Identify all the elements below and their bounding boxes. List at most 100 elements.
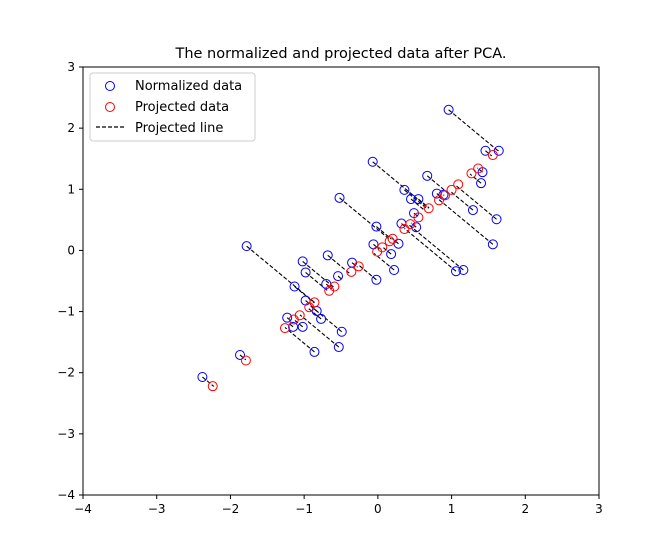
projected-line xyxy=(401,223,407,228)
y-tick-label: 0 xyxy=(67,243,75,257)
projected-point xyxy=(384,236,395,247)
normalized-point xyxy=(282,312,293,323)
projected-point xyxy=(434,195,445,206)
normalized-point xyxy=(406,194,417,205)
normalized-point xyxy=(371,221,382,232)
projected-line xyxy=(293,319,304,328)
legend-normalized-label: Normalized data xyxy=(135,79,242,94)
projected-line xyxy=(299,314,340,348)
projected-point xyxy=(240,355,251,366)
normalized-point xyxy=(371,274,382,285)
normalized-point xyxy=(241,241,252,252)
projected-line xyxy=(337,275,343,281)
projected-line xyxy=(307,307,322,320)
projected-point xyxy=(377,242,388,253)
normalized-point xyxy=(450,266,461,277)
y-tick-label: −1 xyxy=(57,305,75,319)
legend-projected-line-label: Projected line xyxy=(135,121,223,136)
y-tick-label: −2 xyxy=(57,366,75,380)
projected-line xyxy=(469,173,482,184)
normalized-point xyxy=(491,214,502,225)
projected-point xyxy=(309,297,320,308)
normalized-point xyxy=(300,267,311,278)
normalized-point xyxy=(334,192,345,203)
legend-projected-label: Projected data xyxy=(135,100,229,115)
projected-point xyxy=(487,150,498,161)
projected-point xyxy=(423,203,434,214)
projected-line xyxy=(284,327,315,353)
normalized-point xyxy=(480,145,491,156)
normalized-point xyxy=(336,326,347,337)
projected-line xyxy=(410,222,417,228)
normalized-point xyxy=(333,271,344,282)
projected-line xyxy=(413,212,419,218)
projected-line xyxy=(485,150,493,157)
axis-ticks: −4 −3 −2 −1 0 1 2 3 −4 −3 −2 −1 0 1 2 3 xyxy=(57,60,603,516)
projected-line xyxy=(327,254,351,275)
projected-point xyxy=(329,281,340,292)
projected-point xyxy=(446,184,457,195)
y-tick-label: 2 xyxy=(67,121,75,135)
projected-line xyxy=(359,265,377,281)
normalized-point xyxy=(487,239,498,250)
normalized-point xyxy=(288,321,299,332)
normalized-point xyxy=(333,342,344,353)
normalized-point xyxy=(297,321,308,332)
projected-line xyxy=(418,198,430,209)
normalized-point xyxy=(235,349,246,360)
x-tick-label: 2 xyxy=(521,502,529,516)
projected-line xyxy=(310,305,343,333)
y-tick-label: 3 xyxy=(67,60,75,74)
normalized-point xyxy=(399,184,410,195)
projected-point xyxy=(399,224,410,235)
projected-line xyxy=(443,194,445,196)
projected-line xyxy=(294,286,315,304)
y-tick-label: −3 xyxy=(57,427,75,441)
legend-projected-marker xyxy=(105,102,115,112)
projected-line xyxy=(410,198,426,212)
legend: Normalized data Projected data Projected… xyxy=(89,72,256,142)
normalized-point xyxy=(431,188,442,199)
projected-line xyxy=(246,245,316,304)
projected-point xyxy=(353,261,364,272)
x-tick-label: −2 xyxy=(222,502,240,516)
normalized-point xyxy=(367,156,378,167)
x-tick-label: −1 xyxy=(295,502,313,516)
projected-line xyxy=(339,197,391,241)
projected-point xyxy=(413,212,424,223)
normalized-point xyxy=(289,281,300,292)
normalized-point xyxy=(422,170,433,181)
projected-point xyxy=(466,168,477,179)
normalized-point xyxy=(413,194,424,205)
x-tick-label: −3 xyxy=(148,502,166,516)
projected-point xyxy=(346,266,357,277)
x-tick-label: −4 xyxy=(74,502,92,516)
projected-point xyxy=(439,190,450,201)
normalized-point xyxy=(389,264,400,275)
y-tick-label: −4 xyxy=(57,488,75,502)
projected-point xyxy=(387,233,398,244)
x-tick-label: 1 xyxy=(448,502,456,516)
projected-line xyxy=(376,226,392,240)
normalized-point xyxy=(386,249,397,260)
x-tick-label: 3 xyxy=(595,502,603,516)
legend-box xyxy=(89,72,256,142)
y-tick-label: 1 xyxy=(67,182,75,196)
normalized-point xyxy=(476,178,487,189)
plot-content xyxy=(197,104,504,392)
normalized-point xyxy=(309,346,320,357)
chart-title: The normalized and projected data after … xyxy=(174,46,506,62)
projected-line xyxy=(404,227,457,272)
projected-line xyxy=(202,376,215,387)
normalized-point xyxy=(411,222,422,233)
projected-line xyxy=(448,109,499,152)
projected-line xyxy=(302,261,334,288)
projected-point xyxy=(453,179,464,190)
projected-line xyxy=(455,185,497,220)
projected-point xyxy=(473,163,484,174)
normalized-point xyxy=(297,256,308,267)
normalized-point xyxy=(316,313,327,324)
projected-line xyxy=(381,246,392,255)
projected-point xyxy=(279,323,290,334)
